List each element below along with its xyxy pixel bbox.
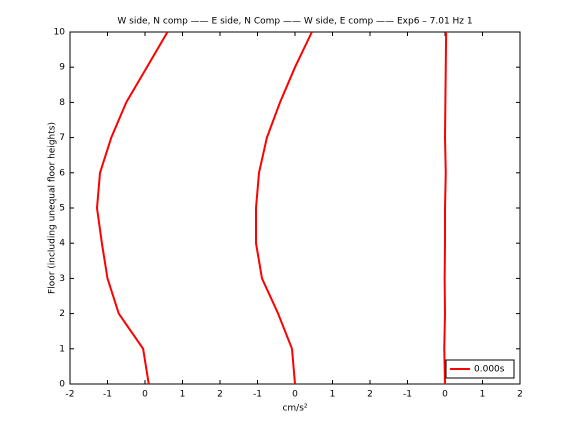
x-tick-label: -2	[66, 390, 75, 400]
legend-box	[445, 359, 515, 379]
y-tick-label: 9	[59, 63, 65, 73]
x-tick-label: 0	[142, 390, 148, 400]
y-axis-label: Floor (including unequal floor heights)	[48, 122, 58, 294]
y-tick-label: 2	[59, 309, 65, 319]
y-tick-label: 4	[59, 239, 65, 249]
y-tick-label: 8	[59, 98, 65, 108]
x-tick-label: -1	[103, 390, 112, 400]
x-tick-label: 1	[180, 390, 186, 400]
legend-label: 0.000s	[474, 365, 505, 375]
chart-title: W side, N comp —— E side, N Comp —— W si…	[117, 17, 472, 27]
y-tick-label: 6	[59, 168, 65, 178]
y-tick-label: 5	[59, 204, 65, 214]
x-tick-label: -1	[403, 390, 412, 400]
y-tick-label: 0	[59, 380, 65, 390]
y-tick-label: 7	[59, 133, 65, 143]
x-tick-label: 1	[330, 390, 336, 400]
profile-line	[443, 31, 448, 385]
y-tick-label: 10	[54, 28, 66, 38]
x-tick-label: 2	[217, 390, 223, 400]
x-tick-label: 1	[480, 390, 486, 400]
x-tick-label: 0	[442, 390, 448, 400]
x-tick-label: 2	[517, 390, 523, 400]
y-tick-label: 3	[59, 274, 65, 284]
x-axis-label: cm/s²	[282, 404, 307, 414]
x-tick-label: 2	[367, 390, 373, 400]
profile-line	[255, 31, 313, 385]
profile-line	[95, 31, 169, 385]
x-tick-label: -1	[253, 390, 262, 400]
x-tick-label: 0	[292, 390, 298, 400]
y-tick-label: 1	[59, 344, 65, 354]
